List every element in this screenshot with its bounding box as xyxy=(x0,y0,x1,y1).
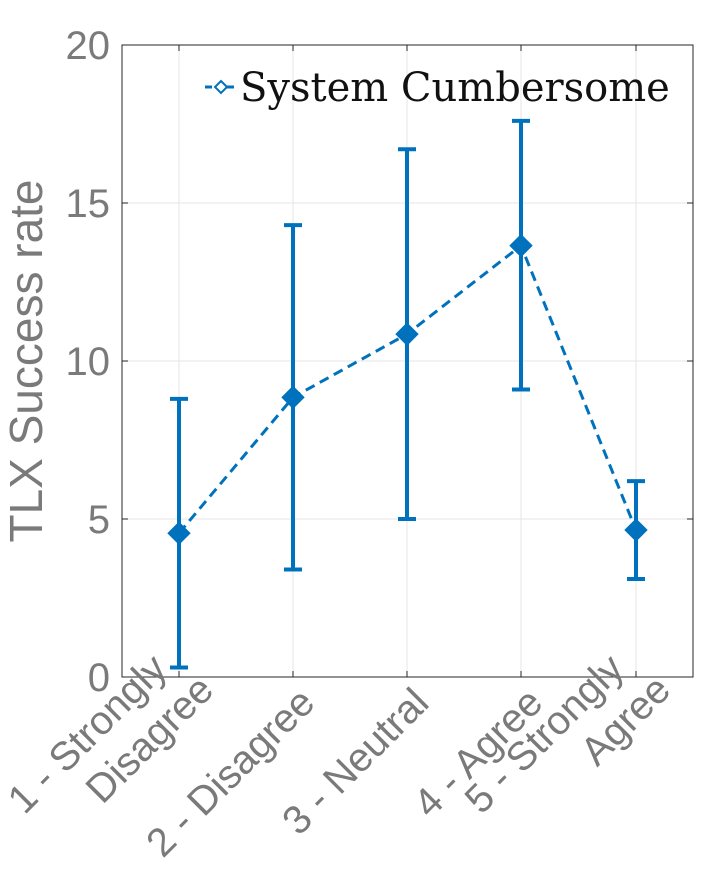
y-tick-label: 0 xyxy=(88,656,110,700)
data-point-marker xyxy=(624,518,648,542)
y-tick-label: 15 xyxy=(66,182,111,226)
data-point-marker xyxy=(395,322,419,346)
legend: System Cumbersome xyxy=(205,65,670,111)
y-axis-label: TLX Success rate xyxy=(0,179,52,542)
y-axis-ticks: 0 5 10 15 20 xyxy=(66,24,693,700)
legend-marker-icon xyxy=(213,79,229,95)
data-point-marker xyxy=(509,233,533,258)
data-point-marker xyxy=(167,521,191,545)
series-layer xyxy=(167,118,648,670)
legend-entry-label: System Cumbersome xyxy=(240,65,670,111)
y-tick-label: 10 xyxy=(66,340,111,384)
y-tick-label: 5 xyxy=(88,498,110,542)
data-point-marker xyxy=(281,385,305,410)
y-tick-label: 20 xyxy=(66,24,111,68)
